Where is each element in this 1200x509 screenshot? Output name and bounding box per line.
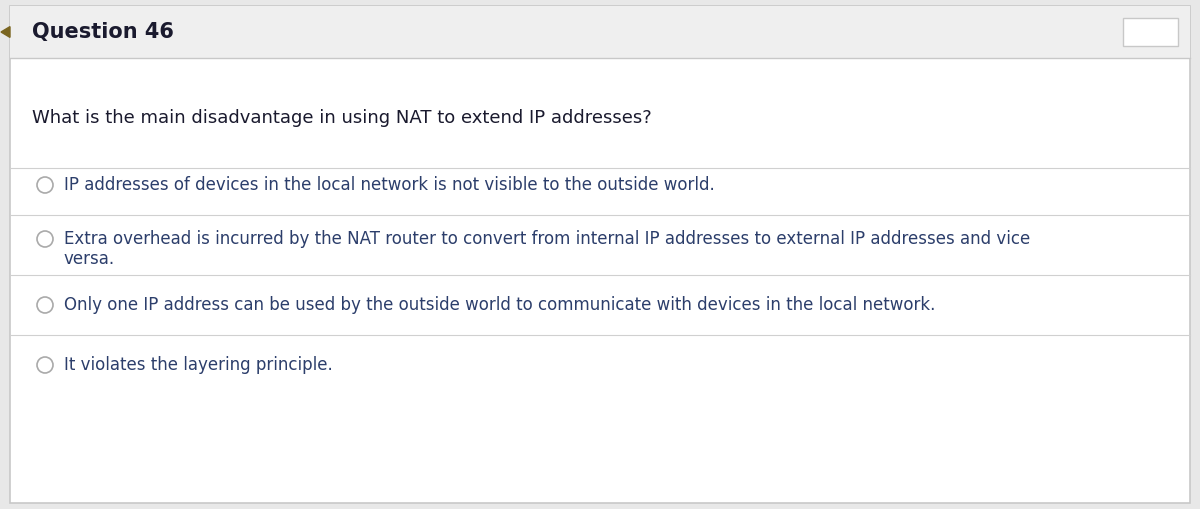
Circle shape [37, 177, 53, 193]
Text: IP addresses of devices in the local network is not visible to the outside world: IP addresses of devices in the local net… [64, 176, 715, 194]
Text: It violates the layering principle.: It violates the layering principle. [64, 356, 332, 374]
FancyBboxPatch shape [10, 6, 1190, 503]
Circle shape [37, 357, 53, 373]
Text: Question 46: Question 46 [32, 22, 174, 42]
Text: Only one IP address can be used by the outside world to communicate with devices: Only one IP address can be used by the o… [64, 296, 935, 314]
FancyBboxPatch shape [10, 6, 1190, 58]
Text: versa.: versa. [64, 250, 115, 268]
Text: Extra overhead is incurred by the NAT router to convert from internal IP address: Extra overhead is incurred by the NAT ro… [64, 230, 1031, 248]
Circle shape [37, 231, 53, 247]
FancyBboxPatch shape [1123, 18, 1178, 46]
Polygon shape [1, 26, 10, 37]
Circle shape [37, 297, 53, 313]
Text: What is the main disadvantage in using NAT to extend IP addresses?: What is the main disadvantage in using N… [32, 109, 652, 127]
